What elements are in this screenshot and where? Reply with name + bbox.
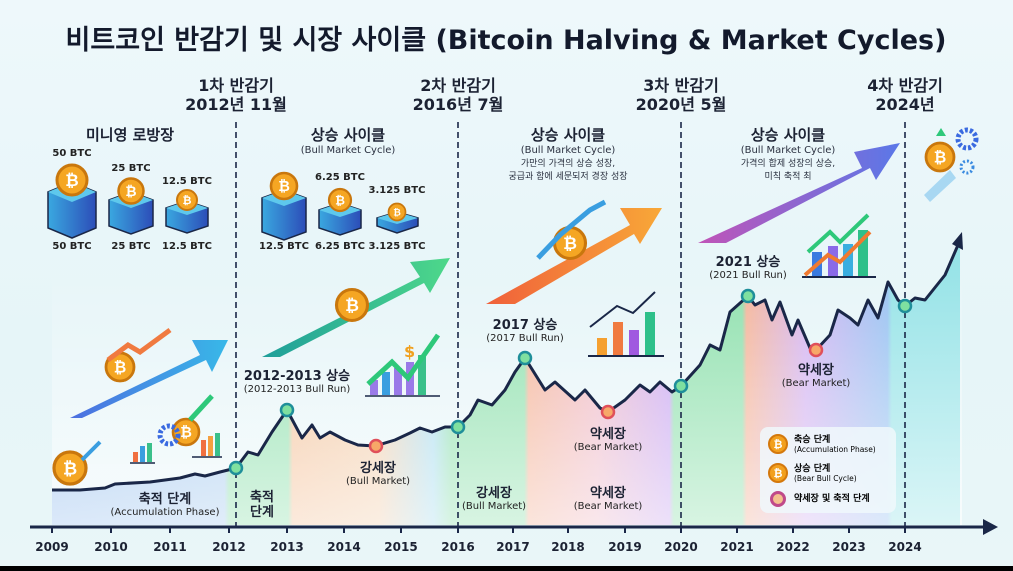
price-line bbox=[52, 244, 960, 492]
reward-label: 50 BTC bbox=[52, 148, 92, 159]
reward-label: 6.25 BTC bbox=[315, 241, 365, 252]
phase-label-bull-market: 강세장 (Bull Market) bbox=[461, 486, 527, 512]
reward-label: 12.5 BTC bbox=[162, 176, 212, 187]
year-tick-label: 2016 bbox=[441, 540, 475, 554]
section-subtitle: (Bull Market Cycle) bbox=[520, 145, 616, 156]
gear-icon bbox=[157, 127, 979, 447]
year-tick-label: 2014 bbox=[327, 540, 361, 554]
section-subtitle: (Bull Market Cycle) bbox=[300, 145, 396, 156]
legend-item: ₿ 상승 단계 (Bear Bull Cycle) bbox=[768, 463, 857, 483]
halving-4: 4차 반감기 2024년 bbox=[867, 76, 943, 114]
trend-arrow-icon bbox=[698, 143, 900, 243]
section-title: 상승 사이클 bbox=[750, 126, 826, 144]
year-tick-label: 2023 bbox=[832, 540, 866, 554]
dollar-icon: $ bbox=[404, 342, 415, 361]
phase-label-bull-run-2021: 2021 상승 (2021 Bull Run) bbox=[709, 255, 787, 281]
phase-label-accumulation-2: 축적 단계 bbox=[250, 490, 274, 520]
legend-item: ₿ 축승 단계 (Accumulation Phase) bbox=[768, 434, 876, 454]
year-tick-label: 2009 bbox=[35, 540, 69, 554]
reward-label: 12.5 BTC bbox=[259, 241, 309, 252]
section-title: 미니영 로방장 bbox=[85, 126, 175, 144]
reward-label: 3.125 BTC bbox=[368, 241, 426, 252]
page-title: 비트코인 반감기 및 시장 사이클 (Bitcoin Halving & Mar… bbox=[65, 25, 947, 56]
year-tick-label: 2021 bbox=[720, 540, 754, 554]
year-tick-label: 2024 bbox=[888, 540, 922, 554]
cycle-markers bbox=[228, 288, 913, 476]
trend-arrow-icon bbox=[262, 258, 450, 357]
halving-1: 1차 반감기 2012년 11월 bbox=[185, 76, 287, 114]
halving-lines bbox=[235, 122, 906, 527]
x-axis bbox=[30, 519, 998, 535]
block-reward-cubes bbox=[47, 181, 419, 241]
trend-arrow-icon bbox=[924, 170, 956, 202]
reward-label: 12.5 BTC bbox=[162, 241, 212, 252]
bar-chart-icon bbox=[80, 199, 876, 464]
year-tick-label: 2018 bbox=[551, 540, 585, 554]
marker-dot-icon bbox=[770, 491, 786, 507]
section-desc: 가만의 가격의 상승 성장, 궁급과 함에 세문되저 경장 성장 bbox=[508, 159, 628, 182]
phase-label-bear-market: 약세장 (Bear Market) bbox=[573, 427, 643, 453]
halving-2: 2차 반감기 2016년 7월 bbox=[412, 76, 504, 114]
bitcoin-coin-icon: ₿ bbox=[768, 434, 788, 454]
phase-label-bull-run-2017: 2017 상승 (2017 Bull Run) bbox=[486, 318, 564, 344]
section-title: 상승 사이클 bbox=[530, 126, 606, 144]
up-arrow-icon bbox=[936, 128, 946, 136]
phase-label-bull-run-2013: 2012-2013 상승 (2012-2013 Bull Run) bbox=[243, 369, 351, 395]
year-tick-label: 2011 bbox=[153, 540, 187, 554]
section-desc: 가격의 합제 성장의 상승, 미칙 축적 최 bbox=[740, 159, 836, 182]
line-arrowhead-icon bbox=[952, 232, 963, 250]
halving-3: 3차 반감기 2020년 5월 bbox=[635, 76, 727, 114]
year-tick-label: 2012 bbox=[212, 540, 246, 554]
year-tick-label: 2020 bbox=[664, 540, 698, 554]
year-tick-label: 2015 bbox=[384, 540, 418, 554]
section-title: 상승 사이클 bbox=[310, 126, 386, 144]
phase-label-bear-market: 약세장 (Bear Market) bbox=[573, 486, 643, 512]
reward-label: 25 BTC bbox=[111, 241, 151, 252]
legend-item: 약세장 및 축적 단계 bbox=[768, 491, 870, 507]
phase-label-bull-market: 강세장 (Bull Market) bbox=[345, 461, 411, 487]
reward-label: 25 BTC bbox=[111, 163, 151, 174]
phase-label-accumulation: 축적 단계 (Accumulation Phase) bbox=[110, 492, 220, 518]
trend-arrow-icon bbox=[70, 340, 228, 418]
year-tick-label: 2017 bbox=[496, 540, 530, 554]
year-tick-label: 2022 bbox=[776, 540, 810, 554]
reward-label: 50 BTC bbox=[52, 241, 92, 252]
bitcoin-coin-icon: ₿ bbox=[768, 463, 788, 483]
year-tick-label: 2010 bbox=[94, 540, 128, 554]
section-subtitle: (Bull Market Cycle) bbox=[740, 145, 836, 156]
legend: ₿ 축승 단계 (Accumulation Phase) ₿ 상승 단계 (Bear B… bbox=[760, 427, 896, 513]
year-tick-label: 2013 bbox=[270, 540, 304, 554]
reward-label: 6.25 BTC bbox=[315, 172, 365, 183]
year-tick-label: 2019 bbox=[608, 540, 642, 554]
phase-label-bear-market: 약세장 (Bear Market) bbox=[781, 363, 851, 389]
reward-label: 3.125 BTC bbox=[368, 185, 426, 196]
